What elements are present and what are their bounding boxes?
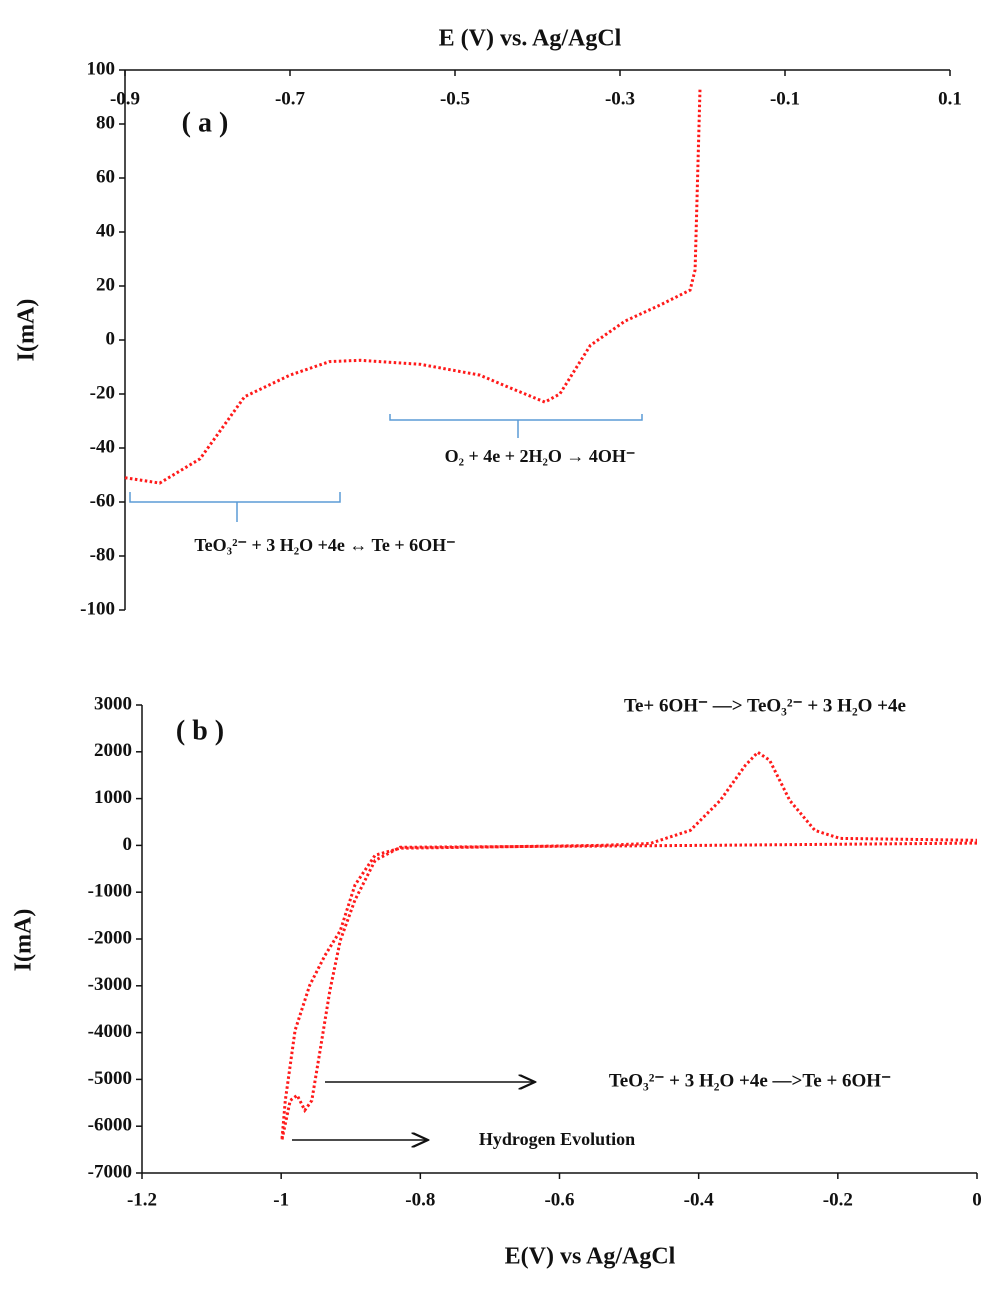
arrows <box>292 1082 535 1140</box>
y-tick-label: 20 <box>96 274 115 295</box>
y-tick-label: -20 <box>90 382 115 403</box>
data-line <box>280 750 978 1141</box>
x-tick-label: 0.1 <box>938 88 962 109</box>
annotation: Te+ 6OH⁻ —> TeO₃²⁻ + 3 H₂O +4e <box>624 695 906 716</box>
y-tick-label: -7000 <box>88 1161 132 1182</box>
y-tick-label: -3000 <box>88 974 132 995</box>
x-axis-label: E(V) vs Ag/AgCl <box>505 1244 676 1270</box>
x-tick-label: -0.1 <box>770 88 800 109</box>
y-tick-label: 40 <box>96 220 115 241</box>
y-tick-label: 80 <box>96 112 115 133</box>
annotation: TeO₃²⁻ + 3 H₂O +4e —>Te + 6OH⁻ <box>609 1070 891 1091</box>
annotation: ( b ) <box>176 715 224 746</box>
bracket <box>129 492 341 522</box>
annotation: Hydrogen Evolution <box>479 1129 635 1149</box>
y-tick-label: -6000 <box>88 1115 132 1136</box>
y-tick-label: 2000 <box>94 740 132 761</box>
y-axis-label: I(mA) <box>14 299 40 362</box>
y-tick-label: 100 <box>87 58 116 79</box>
y-tick-label: 0 <box>106 328 116 349</box>
chart-title: E (V) vs. Ag/AgCl <box>439 26 622 52</box>
y-axis-label: I(mA) <box>11 909 37 972</box>
y-tick-label: -100 <box>80 598 115 619</box>
x-tick-label: -0.6 <box>544 1189 574 1210</box>
bracket <box>389 414 643 438</box>
x-tick-label: -0.8 <box>405 1189 435 1210</box>
annotation: ( a ) <box>182 107 229 138</box>
y-tick-label: -60 <box>90 490 115 511</box>
data-line <box>124 88 702 485</box>
x-tick-label: -0.2 <box>823 1189 853 1210</box>
y-tick-label: 0 <box>123 834 133 855</box>
y-tick-label: -2000 <box>88 927 132 948</box>
x-tick-label: -0.4 <box>684 1189 715 1210</box>
x-tick-label: -1.2 <box>127 1189 157 1210</box>
brackets <box>129 414 643 522</box>
x-tick-label: -0.9 <box>110 88 140 109</box>
y-tick-label: -5000 <box>88 1068 132 1089</box>
x-tick-label: -1 <box>273 1189 289 1210</box>
x-tick-label: -0.5 <box>440 88 470 109</box>
annotation: TeO₃²⁻ + 3 H₂O +4e ↔ Te + 6OH⁻ <box>194 535 455 555</box>
y-tick-label: -4000 <box>88 1021 132 1042</box>
y-tick-label: -1000 <box>88 881 132 902</box>
y-tick-label: -80 <box>90 544 115 565</box>
y-tick-label: 60 <box>96 166 115 187</box>
annotation: O₂ + 4e + 2H₂O → 4OH⁻ <box>445 446 636 466</box>
y-tick-label: 3000 <box>94 693 132 714</box>
x-tick-label: -0.3 <box>605 88 635 109</box>
x-tick-label: 0 <box>972 1189 982 1210</box>
y-tick-label: -40 <box>90 436 115 457</box>
x-tick-label: -0.7 <box>275 88 306 109</box>
y-tick-label: 1000 <box>94 787 132 808</box>
